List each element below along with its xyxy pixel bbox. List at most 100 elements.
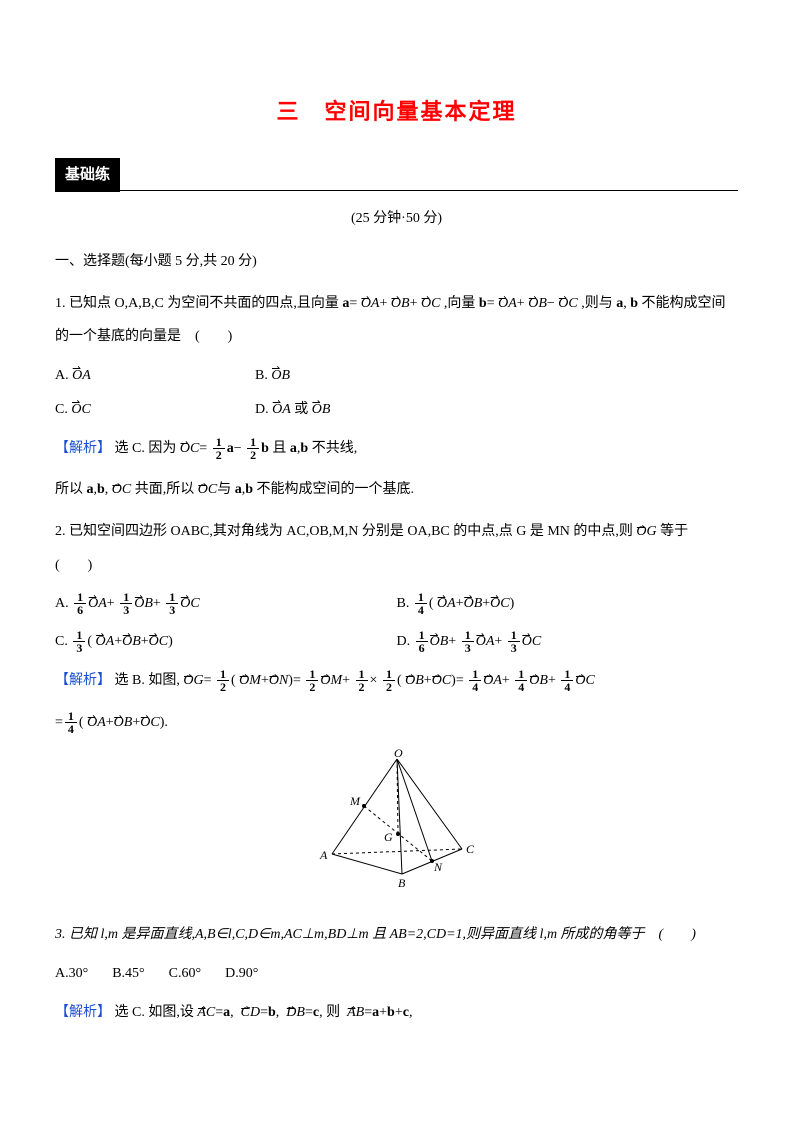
q2-optB: B. 14( OA+OB+OC)	[397, 590, 739, 618]
frac: 13	[73, 629, 85, 654]
vec-DB: DB	[286, 1005, 305, 1020]
vector-b: b	[630, 296, 638, 311]
vec-OA: OA	[272, 402, 291, 417]
frac: 16	[416, 629, 428, 654]
q3-ans-text: 选 C. 如图,设	[115, 1005, 198, 1020]
q1-stem: 1. 已知点 O,A,B,C 为空间不共面的四点,且向量 a= OA+ OB+ …	[55, 287, 738, 354]
q1-ans-prefix: 选 C. 因为	[115, 441, 180, 456]
q1-answer-line2: 所以 a,b, OC 共面,所以 OC与 a,b 不能构成空间的一个基底.	[55, 473, 738, 507]
q1-stem-prefix: 1. 已知点 O,A,B,C 为空间不共面的四点,且向量	[55, 296, 342, 311]
q3-answer: 【解析】 选 C. 如图,设 AC=a, CD=b, DB=c, 则 AB=a+…	[55, 996, 738, 1030]
section-header: 基础练	[55, 158, 120, 192]
q2-answer-line2: =14( OA+OB+OC).	[55, 706, 738, 740]
page-title: 三 空间向量基本定理	[55, 90, 738, 134]
vec-OC: OC	[198, 482, 217, 497]
frac-half: 12	[213, 436, 225, 461]
q1-optB-label: B.	[255, 368, 268, 383]
q1-ans-tail: 不共线,	[312, 441, 358, 456]
q1-optC-label: C.	[55, 402, 68, 417]
q2-diagram: O A B C M N G	[55, 749, 738, 900]
q1-ans2-prefix: 所以	[55, 482, 87, 497]
q3-optA: A.30°	[55, 960, 88, 988]
frac: 12	[217, 668, 229, 693]
q3-stem: 3. 已知 l,m 是异面直线,A,B∈l,C,D∈m,AC⊥m,BD⊥m 且 …	[55, 918, 738, 952]
vec-OB: OB	[391, 296, 410, 311]
frac: 12	[306, 668, 318, 693]
label-B: B	[398, 876, 406, 889]
time-note: (25 分钟·50 分)	[55, 205, 738, 233]
frac: 13	[508, 629, 520, 654]
vec-OA: OA	[72, 368, 91, 383]
frac: 13	[120, 591, 132, 616]
q1-stem-tail: ,则与	[581, 296, 616, 311]
frac-half: 12	[247, 436, 259, 461]
frac: 13	[462, 629, 474, 654]
tetrahedron-svg: O A B C M N G	[302, 749, 492, 889]
label-C: C	[466, 842, 475, 856]
q2-answer-line1: 【解析】 选 B. 如图, OG= 12( OM+ON)= 12OM+ 12× …	[55, 664, 738, 698]
label-M: M	[349, 794, 361, 808]
vec-OB: OB	[312, 402, 331, 417]
vec-OC: OC	[558, 296, 577, 311]
answer-label: 【解析】	[55, 441, 111, 456]
label-G: G	[384, 830, 393, 844]
q1-optC: C. OC	[55, 396, 175, 424]
answer-label: 【解析】	[55, 1005, 111, 1020]
section1-heading: 一、选择题(每小题 5 分,共 20 分)	[55, 245, 738, 279]
q1-ans2-mid: 共面,所以	[135, 482, 198, 497]
q1-ans-mid: 且	[272, 441, 290, 456]
q1-answer-line1: 【解析】 选 C. 因为 OC= 12a− 12b 且 a,b 不共线,	[55, 432, 738, 466]
q1-options-row2: C. OC D. OA 或 OB	[55, 396, 738, 424]
frac: 14	[415, 591, 427, 616]
frac: 14	[469, 668, 481, 693]
vec-OA: OA	[498, 296, 517, 311]
label-A: A	[319, 848, 328, 862]
vec-AB: AB	[347, 1005, 364, 1020]
q3-stem-text: 3. 已知 l,m 是异面直线,A,B∈l,C,D∈m,AC⊥m,BD⊥m 且 …	[55, 927, 696, 942]
vec-OC: OC	[71, 402, 90, 417]
frac: 12	[383, 668, 395, 693]
q3-optC: C.60°	[169, 960, 201, 988]
frac: 14	[561, 668, 573, 693]
frac: 14	[65, 710, 77, 735]
q1-options-row1: A. OA B. OB	[55, 362, 738, 390]
label-N: N	[433, 860, 443, 874]
q2-optA: A. 16OA+ 13OB+ 13OC	[55, 590, 397, 618]
vector-a: a	[616, 296, 623, 311]
q2-stem-text: 2. 已知空间四边形 OABC,其对角线为 AC,OB,M,N 分别是 OA,B…	[55, 524, 636, 539]
q2-optA-label: A.	[55, 596, 69, 611]
section-header-wrap: 基础练	[55, 158, 738, 191]
vec-CD: CD	[241, 1005, 260, 1020]
q3-options: A.30° B.45° C.60° D.90°	[55, 960, 738, 988]
vec-OC: OC	[112, 482, 131, 497]
frac: 16	[74, 591, 86, 616]
q2-optD-label: D.	[397, 634, 411, 649]
q1-optD-label: D.	[255, 402, 269, 417]
q1-ans2-tail: 不能构成空间的一个基底.	[257, 482, 415, 497]
vector-a: a	[342, 296, 349, 311]
q2-options: A. 16OA+ 13OB+ 13OC B. 14( OA+OB+OC) C. …	[55, 590, 738, 656]
vector-b: b	[479, 296, 487, 311]
q1-stem-mid: ,向量	[444, 296, 479, 311]
frac: 14	[515, 668, 527, 693]
vec-OC: OC	[180, 441, 199, 456]
q2-stem: 2. 已知空间四边形 OABC,其对角线为 AC,OB,M,N 分别是 OA,B…	[55, 515, 738, 582]
q2-optB-label: B.	[397, 596, 410, 611]
vec-OG: OG	[636, 524, 656, 539]
frac: 13	[166, 591, 178, 616]
q2-ans-prefix: 选 B. 如图,	[115, 673, 180, 688]
q2-optC: C. 13( OA+OB+OC)	[55, 628, 397, 656]
vec-OA: OA	[361, 296, 380, 311]
q1-optD: D. OA 或 OB	[255, 396, 375, 424]
section-underline	[55, 190, 738, 191]
q3-optB: B.45°	[112, 960, 144, 988]
q1-optA: A. OA	[55, 362, 175, 390]
frac: 12	[356, 668, 368, 693]
page: 三 空间向量基本定理 基础练 (25 分钟·50 分) 一、选择题(每小题 5 …	[0, 0, 793, 1122]
vec-AC: AC	[197, 1005, 215, 1020]
q1-optD-text: 或	[294, 402, 308, 417]
q2-optC-label: C.	[55, 634, 68, 649]
q1-optB: B. OB	[255, 362, 375, 390]
q1-optA-label: A.	[55, 368, 69, 383]
q2-optD: D. 16OB+ 13OA+ 13OC	[397, 628, 739, 656]
